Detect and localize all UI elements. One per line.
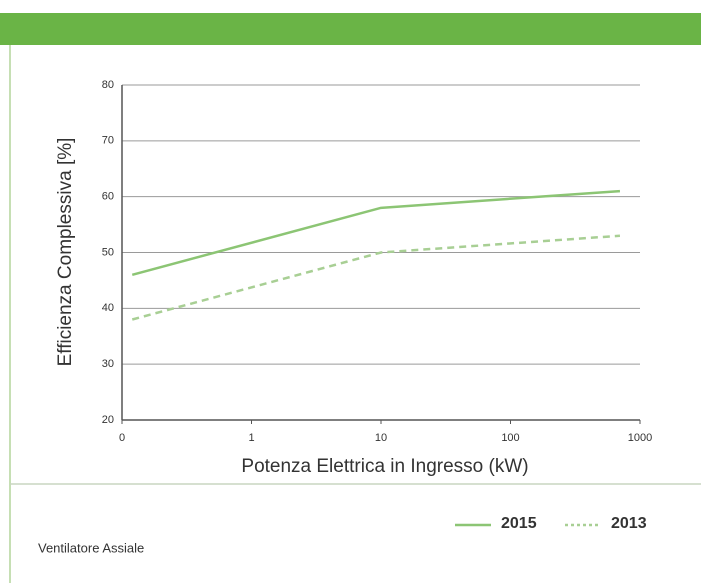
series-line: [131, 234, 621, 321]
footer-text: Ventilatore Assiale: [38, 540, 144, 555]
y-axis-label: Efficienza Complessiva [%]: [55, 138, 76, 367]
x-tick-label: 1: [248, 432, 254, 444]
y-tick-label: 20: [102, 414, 114, 426]
x-tick-label: 100: [501, 432, 519, 444]
y-tick-label: 80: [102, 79, 114, 91]
x-tick-label: 0: [119, 432, 125, 444]
y-tick-label: 30: [102, 358, 114, 370]
y-tick-label: 50: [102, 246, 114, 258]
y-tick-label: 70: [102, 135, 114, 147]
x-tick-label: 10: [375, 432, 387, 444]
x-tick-label: 1000: [628, 432, 652, 444]
legend-label: 2015: [501, 515, 537, 532]
x-axis-label: Potenza Elettrica in Ingresso (kW): [241, 456, 528, 477]
legend-label: 2013: [611, 515, 647, 532]
y-tick-label: 40: [102, 302, 114, 314]
header-bar: [0, 13, 701, 45]
series-line: [131, 189, 621, 277]
y-tick-label: 60: [102, 191, 114, 203]
